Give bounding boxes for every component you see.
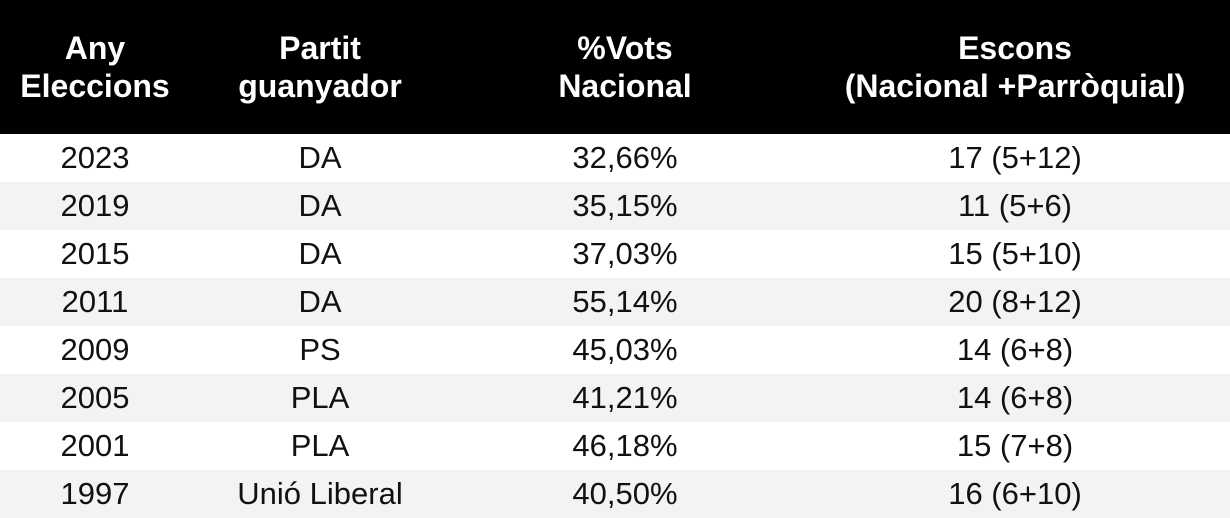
table-row: 2005 PLA 41,21% 14 (6+8) (0, 374, 1230, 422)
cell-votes: 46,18% (572, 428, 678, 463)
cell-party: PLA (290, 428, 350, 463)
cell-seats: 14 (6+8) (956, 380, 1074, 415)
cell-year: 2023 (60, 140, 130, 175)
header-seats: Escons (Nacional +Parròquial) (800, 0, 1230, 134)
table-row: 2011 DA 55,14% 20 (8+12) (0, 278, 1230, 326)
cell-votes: 32,66% (572, 140, 678, 175)
cell-year: 2019 (60, 188, 130, 223)
table-row: 1997 Unió Liberal 40,50% 16 (6+10) (0, 470, 1230, 518)
header-votes-line-1: %Vots (577, 30, 673, 66)
header-year-line-2: Eleccions (20, 68, 170, 104)
cell-party: Unió Liberal (237, 476, 403, 511)
cell-votes: 45,03% (572, 332, 678, 367)
cell-party: DA (298, 188, 342, 223)
header-vote-percent: %Vots Nacional (450, 0, 800, 134)
table-row: 2023 DA 32,66% 17 (5+12) (0, 134, 1230, 182)
header-party-line-1: Partit (279, 30, 361, 66)
cell-votes: 40,50% (572, 476, 678, 511)
table-row: 2001 PLA 46,18% 15 (7+8) (0, 422, 1230, 470)
table-body: 2023 DA 32,66% 17 (5+12) 2019 DA 35,15% … (0, 134, 1230, 518)
header-winning-party: Partit guanyador (190, 0, 450, 134)
cell-party: DA (298, 284, 342, 319)
cell-seats: 11 (5+6) (957, 188, 1073, 223)
cell-seats: 17 (5+12) (948, 140, 1082, 175)
cell-year: 1997 (60, 476, 130, 511)
header-party-line-2: guanyador (238, 68, 402, 104)
header-seats-line-1: Escons (958, 30, 1072, 66)
cell-seats: 20 (8+12) (948, 284, 1082, 319)
cell-year: 2001 (60, 428, 130, 463)
cell-party: DA (298, 140, 342, 175)
cell-votes: 55,14% (572, 284, 678, 319)
table-header: Any Eleccions Partit guanyador %Vots Nac… (0, 0, 1230, 134)
cell-votes: 37,03% (572, 236, 678, 271)
cell-votes: 41,21% (572, 380, 678, 415)
cell-seats: 15 (7+8) (956, 428, 1074, 463)
header-seats-line-2: (Nacional +Parròquial) (844, 68, 1186, 104)
table-row: 2009 PS 45,03% 14 (6+8) (0, 326, 1230, 374)
header-votes-line-2: Nacional (558, 68, 692, 104)
cell-seats: 16 (6+10) (948, 476, 1082, 511)
cell-party: DA (298, 236, 342, 271)
cell-party: PLA (290, 380, 350, 415)
cell-votes: 35,15% (572, 188, 678, 223)
header-year: Any Eleccions (0, 0, 190, 134)
table-row: 2015 DA 37,03% 15 (5+10) (0, 230, 1230, 278)
cell-year: 2011 (61, 284, 129, 319)
header-year-line-1: Any (64, 30, 126, 66)
cell-seats: 15 (5+10) (948, 236, 1082, 271)
cell-year: 2009 (60, 332, 130, 367)
cell-year: 2005 (60, 380, 130, 415)
cell-party: PS (299, 332, 341, 367)
header-row: Any Eleccions Partit guanyador %Vots Nac… (0, 0, 1230, 134)
cell-year: 2015 (60, 236, 130, 271)
cell-seats: 14 (6+8) (956, 332, 1074, 367)
table-row: 2019 DA 35,15% 11 (5+6) (0, 182, 1230, 230)
